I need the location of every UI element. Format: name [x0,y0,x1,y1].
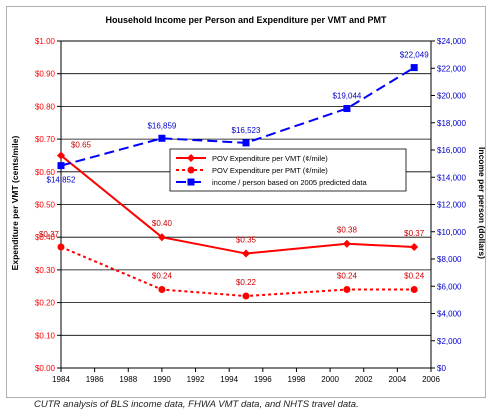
y-tick-label: $0.00 [35,364,56,373]
legend-marker-2 [187,166,195,174]
data-label: $22,049 [400,51,429,60]
y2-tick-label: $12,000 [437,201,466,210]
y2-tick-label: $10,000 [437,228,466,237]
data-label: $0.24 [337,272,358,281]
y2-tick-label: $20,000 [437,92,466,101]
series-marker-1 [157,233,166,242]
series-marker-3 [242,139,250,147]
data-label: $0.24 [404,272,425,281]
x-tick-label: 2004 [388,375,406,384]
legend-box [169,148,407,192]
y-tick-label: $0.80 [35,102,56,111]
y2-tick-label: $4,000 [437,310,462,319]
data-label: $0.40 [152,219,173,228]
chart-frame [6,6,486,398]
y2-tick-label: $14,000 [437,173,466,182]
series-marker-3 [343,105,351,113]
x-tick-label: 1986 [86,375,104,384]
x-tick-label: 2002 [355,375,373,384]
y2-tick-label: $2,000 [437,337,462,346]
data-label: $0.37 [39,230,60,239]
x-tick-label: 1992 [187,375,205,384]
x-tick-label: 2006 [422,375,440,384]
series-marker-3 [158,134,166,142]
data-label: $16,859 [147,121,176,130]
legend-label-3: income / person based on 2005 predicted … [212,178,368,187]
data-label: $0.38 [337,226,358,235]
data-label: $16,523 [232,126,261,135]
x-tick-label: 1984 [52,375,70,384]
y-tick-label: $0.10 [35,331,56,340]
y-tick-label: $0.50 [35,201,56,210]
y2-tick-label: $18,000 [437,119,466,128]
series-marker-3 [410,64,418,72]
x-tick-label: 1994 [220,375,238,384]
x-tick-label: 1988 [119,375,137,384]
data-label: $14,852 [47,176,76,185]
series-line-2 [60,246,415,298]
y2-tick-label: $24,000 [437,37,466,46]
y-tick-label: $0.40 [35,233,56,242]
series-marker-1 [342,239,351,248]
series-marker-2 [158,286,166,294]
series-marker-1 [242,249,250,258]
y2-tick-label: $16,000 [437,146,466,155]
y2-tick-label: $8,000 [437,255,462,264]
x-tick-label: 2000 [321,375,339,384]
y-tick-label: $0.30 [35,266,56,275]
x-tick-label: 1998 [288,375,306,384]
data-label: $0.35 [236,236,257,245]
legend-marker-1 [187,154,195,162]
y2-tick-label: $6,000 [437,282,462,291]
series-marker-1 [410,243,419,252]
series-marker-3 [57,162,65,170]
series-marker-2 [410,286,418,294]
y2-tick-label: $0 [437,364,446,373]
legend-label-1: POV Expenditure per VMT (¢/mile) [212,154,328,163]
series-marker-2 [242,292,250,300]
legend-marker-3 [187,178,195,186]
series-marker-2 [57,243,65,251]
data-label: $0.37 [404,229,425,238]
y-tick-label: $0.70 [35,135,56,144]
series-marker-1 [57,151,65,160]
x-tick-label: 1996 [254,375,272,384]
data-label: $0.65 [71,140,92,149]
data-label: $19,044 [332,92,361,101]
source-caption: CUTR analysis of BLS income data, FHWA V… [34,399,359,410]
y-tick-label: $0.60 [35,168,56,177]
chart-title: Household Income per Person and Expendit… [105,15,387,25]
y2-tick-label: $22,000 [437,64,466,73]
data-label: $0.22 [236,278,257,287]
data-label: $0.24 [152,272,173,281]
y-axis-label: Expenditure per VMT (cents/mile) [10,136,20,271]
y-tick-label: $1.00 [35,37,56,46]
series-marker-2 [343,286,351,294]
y-tick-label: $0.20 [35,299,56,308]
x-tick-label: 1990 [153,375,171,384]
y2-axis-label: Income per person (dollars) [477,147,487,259]
legend-label-2: POV Expenditure per PMT (¢/mile) [212,166,328,175]
y-tick-label: $0.90 [35,70,56,79]
